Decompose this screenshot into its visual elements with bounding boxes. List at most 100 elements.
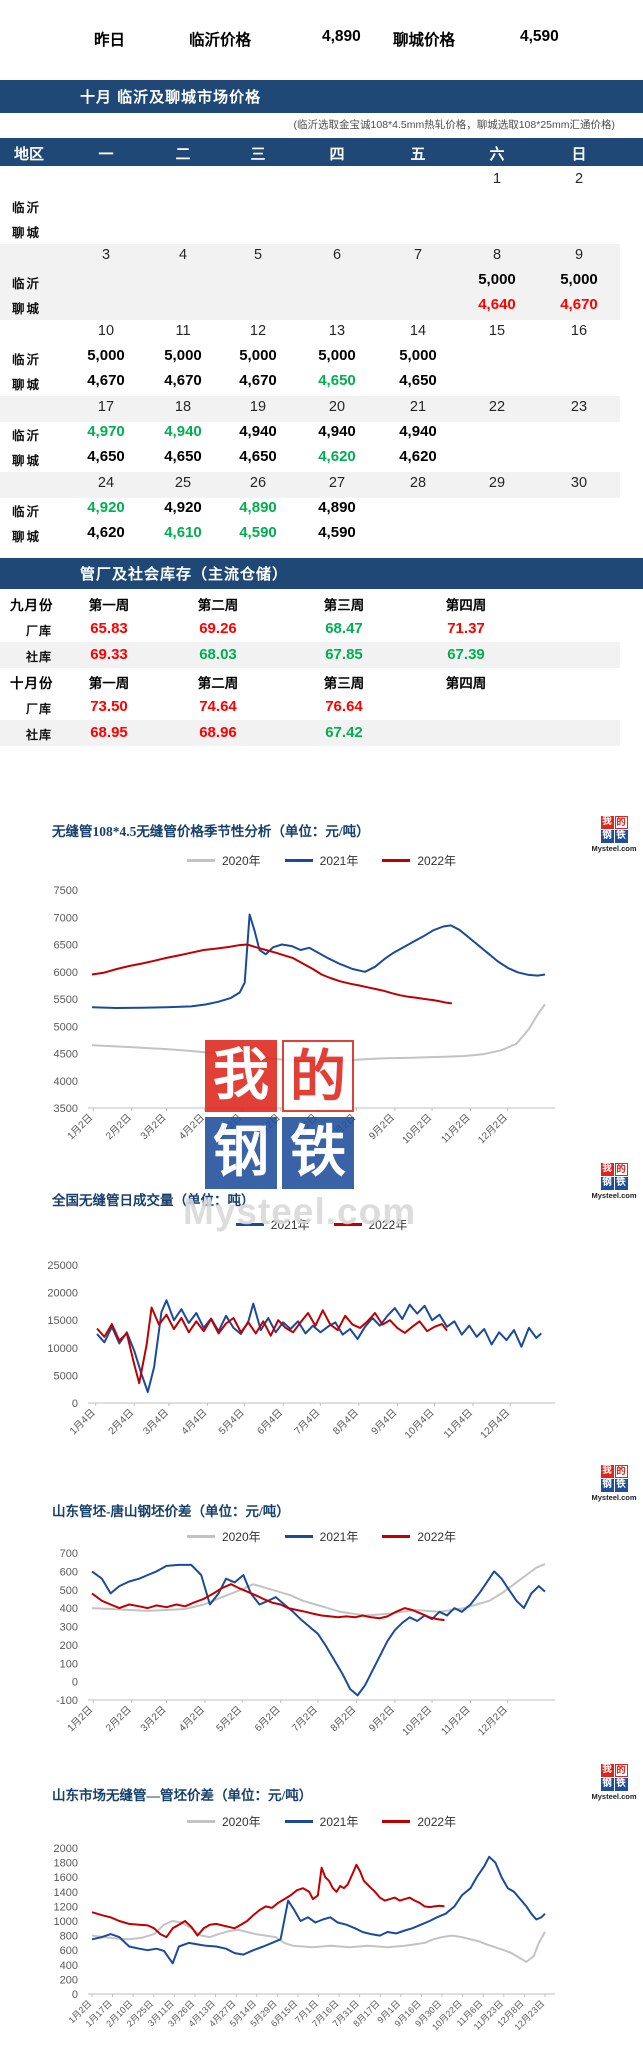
row-label-linyi: 临沂 xyxy=(12,505,42,519)
y-tick-label: 0 xyxy=(72,1677,78,1689)
inventory-value-cell: 71.37 xyxy=(447,620,485,637)
liaocheng-price-cell: 4,620 xyxy=(318,448,356,465)
linyi-price-cell: 4,940 xyxy=(164,423,202,440)
y-tick-label: 7500 xyxy=(54,885,78,897)
calendar-date-cell: 19 xyxy=(249,399,267,415)
y-tick-label: 800 xyxy=(60,1931,78,1943)
calendar-date-cell: 2 xyxy=(574,171,584,187)
linyi-price-cell: 5,000 xyxy=(239,347,277,364)
inventory-value-cell: 68.47 xyxy=(325,620,363,637)
y-tick-label: 4500 xyxy=(54,1049,78,1061)
chart-legend: 2020年 2021年 2022年 xyxy=(0,1813,643,1830)
x-tick-label: 8月4日 xyxy=(330,1407,360,1437)
liaocheng-price-cell: 4,620 xyxy=(87,524,125,541)
mysteel-logo: 我的钢铁 Mysteel.com xyxy=(589,816,639,853)
inventory-row-label: 厂库 xyxy=(26,702,53,716)
calendar-date-cell: 15 xyxy=(488,323,506,339)
yesterday-label: 昨日 xyxy=(94,32,126,49)
legend-swatch xyxy=(186,1535,215,1538)
liaocheng-price-cell: 4,650 xyxy=(399,372,437,389)
series-line-2022年 xyxy=(91,1863,445,1939)
inventory-month-label: 十月份 xyxy=(10,676,54,691)
mysteel-logo-char: 我 xyxy=(205,1040,277,1112)
row-label-liaocheng: 聊城 xyxy=(12,378,42,392)
mysteel-logo-char: 铁 xyxy=(614,1778,628,1791)
mysteel-logo-text: Mysteel.com xyxy=(183,1191,417,1232)
x-tick-label: 7月4日 xyxy=(292,1407,322,1437)
mysteel-logo-grid: 我的钢铁 xyxy=(589,1764,639,1791)
y-tick-label: 200 xyxy=(60,1640,78,1652)
inventory-gray-band xyxy=(0,642,620,668)
mysteel-logo-char: 铁 xyxy=(614,830,628,843)
y-tick-label: 6000 xyxy=(54,967,78,979)
calendar-date-cell: 23 xyxy=(570,399,588,415)
chart-title: 全国无缝管日成交量（单位：吨） xyxy=(52,1193,255,1208)
inventory-value-cell: 73.50 xyxy=(90,698,128,715)
row-label-linyi: 临沂 xyxy=(12,277,42,291)
series-line-2021年 xyxy=(91,913,546,1009)
weekday-header: 五 xyxy=(410,146,426,163)
y-tick-label: 1600 xyxy=(54,1872,78,1884)
linyi-price-cell: 5,000 xyxy=(164,347,202,364)
legend-swatch xyxy=(382,1820,411,1823)
calendar-date-cell: 1 xyxy=(492,171,502,187)
legend-item: 2021年 xyxy=(235,1216,310,1233)
calendar-date-cell: 4 xyxy=(178,247,188,263)
x-tick-label: 1月4日 xyxy=(67,1407,97,1437)
mysteel-logo-grid: 我的钢铁 xyxy=(589,1163,639,1190)
mysteel-logo-char: 的 xyxy=(282,1040,354,1112)
row-label-linyi: 临沂 xyxy=(12,201,42,215)
y-tick-label: 1800 xyxy=(54,1858,78,1870)
linyi-price-cell: 4,920 xyxy=(164,499,202,516)
x-tick-label: 11月2日 xyxy=(439,1704,473,1738)
mysteel-logo-char: 我 xyxy=(600,816,614,829)
linyi-price-cell: 5,000 xyxy=(399,347,437,364)
linyi-price-cell: 4,970 xyxy=(87,423,125,440)
inventory-week-header: 第三周 xyxy=(323,598,365,613)
mysteel-logo: 我的钢铁 Mysteel.com xyxy=(589,1163,639,1200)
mysteel-logo-text: Mysteel.com xyxy=(591,1493,637,1502)
mysteel-logo: 我的钢铁 Mysteel.com xyxy=(589,1764,639,1801)
weekday-header: 一 xyxy=(98,146,114,163)
legend-swatch xyxy=(186,1820,215,1823)
x-tick-label: 9月4日 xyxy=(369,1407,399,1437)
mysteel-logo-char: 钢 xyxy=(205,1117,277,1189)
mysteel-watermark-logo: 我的钢铁 Mysteel.com xyxy=(183,1040,443,1233)
row-label-linyi: 临沂 xyxy=(12,429,42,443)
legend-label: 2021年 xyxy=(270,1218,310,1232)
legend-label: 2021年 xyxy=(319,1815,359,1829)
calendar-date-cell: 6 xyxy=(332,247,342,263)
series-line-2022年 xyxy=(91,1583,445,1622)
mysteel-logo-char: 我 xyxy=(600,1163,614,1176)
liaocheng-price-cell: 4,610 xyxy=(164,524,202,541)
legend-label: 2021年 xyxy=(319,854,359,868)
x-tick-label: 11月4日 xyxy=(441,1407,475,1441)
mysteel-logo-char: 铁 xyxy=(614,1177,628,1190)
inventory-value-cell: 76.64 xyxy=(325,698,363,715)
weekday-header: 四 xyxy=(329,146,345,163)
week-gray-band xyxy=(0,472,620,498)
calendar-section-header: 十月 临沂及聊城市场价格 xyxy=(0,80,643,113)
y-tick-label: 700 xyxy=(60,1548,78,1560)
row-label-liaocheng: 聊城 xyxy=(12,302,42,316)
y-tick-label: 400 xyxy=(60,1603,78,1615)
calendar-date-cell: 7 xyxy=(413,247,423,263)
x-tick-label: 10月4日 xyxy=(402,1407,436,1441)
linyi-price-cell: 5,000 xyxy=(560,271,598,288)
series-line-2021年 xyxy=(91,1855,546,1965)
calendar-date-cell: 10 xyxy=(97,323,115,339)
mysteel-logo-char: 的 xyxy=(614,1465,628,1478)
series-line-2021年 xyxy=(91,1563,546,1697)
y-tick-label: 5000 xyxy=(54,1370,78,1382)
series-line-2022年 xyxy=(91,943,453,1005)
week-gray-band xyxy=(0,396,620,422)
x-tick-label: 2月2日 xyxy=(103,1112,133,1142)
legend-label: 2022年 xyxy=(417,1815,457,1829)
y-tick-label: 7000 xyxy=(54,912,78,924)
mysteel-logo-grid: 我的钢铁 xyxy=(205,1040,354,1189)
inventory-value-cell: 68.03 xyxy=(199,646,237,663)
inventory-week-header: 第一周 xyxy=(88,676,130,691)
y-tick-label: 500 xyxy=(60,1585,78,1597)
y-tick-label: 600 xyxy=(60,1566,78,1578)
week-gray-band xyxy=(0,244,620,320)
